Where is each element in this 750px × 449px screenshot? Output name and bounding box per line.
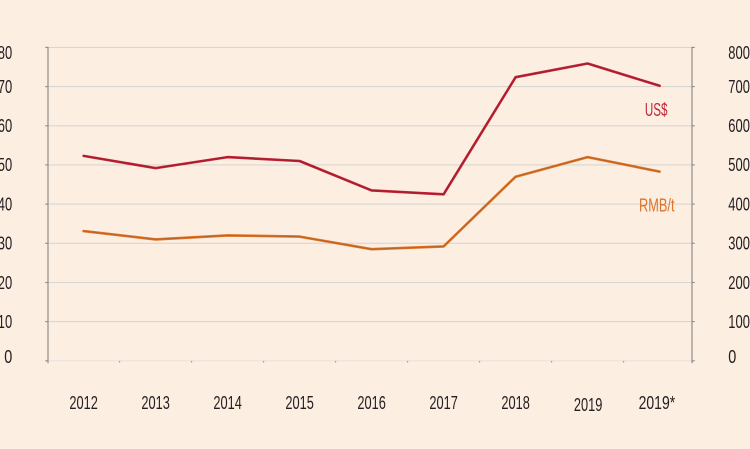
svg-text:2015: 2015 [285, 393, 313, 413]
svg-text:500: 500 [728, 155, 750, 175]
svg-text:RMB/t: RMB/t [639, 195, 675, 215]
svg-text:800: 800 [728, 43, 750, 63]
svg-text:600: 600 [728, 116, 750, 136]
svg-text:100: 100 [728, 312, 750, 332]
svg-text:0: 0 [728, 347, 736, 367]
svg-text:2019*: 2019* [639, 393, 676, 413]
svg-text:400: 400 [728, 194, 750, 214]
svg-text:30: 30 [0, 234, 12, 254]
svg-text:US$: US$ [645, 100, 668, 120]
svg-text:2012: 2012 [69, 393, 97, 413]
svg-text:20: 20 [0, 273, 12, 293]
svg-text:10: 10 [0, 312, 12, 332]
svg-text:2016: 2016 [357, 393, 385, 413]
svg-text:50: 50 [0, 155, 12, 175]
svg-text:2019: 2019 [574, 395, 602, 415]
svg-text:0: 0 [4, 347, 12, 367]
svg-text:70: 70 [0, 77, 12, 97]
svg-text:300: 300 [728, 234, 750, 254]
svg-text:40: 40 [0, 194, 12, 214]
svg-text:700: 700 [728, 77, 750, 97]
svg-text:60: 60 [0, 116, 12, 136]
svg-text:2014: 2014 [213, 393, 241, 413]
svg-text:2013: 2013 [141, 393, 169, 413]
svg-text:2017: 2017 [429, 393, 457, 413]
svg-text:200: 200 [728, 273, 750, 293]
svg-text:80: 80 [0, 43, 12, 63]
svg-text:2018: 2018 [501, 393, 529, 413]
